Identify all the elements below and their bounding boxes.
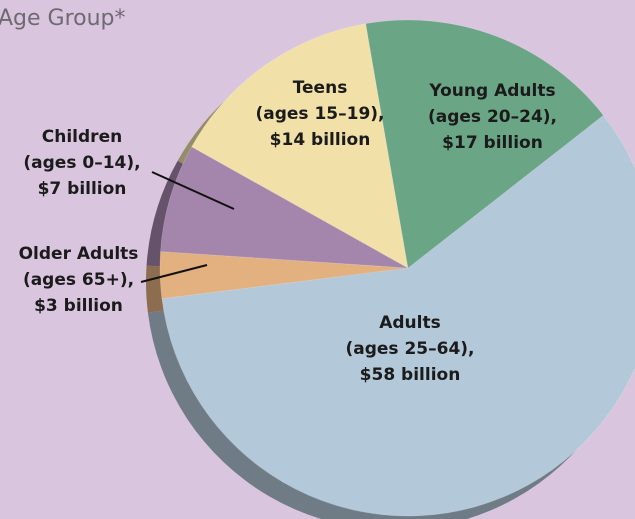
leader-lines (140, 171, 235, 283)
label-older-adults-amount: $3 billion (34, 296, 123, 316)
leader-line-older-adults (140, 264, 208, 283)
label-young-adults: Young Adults (ages 20–24), $17 billion (410, 78, 575, 156)
label-teens-name: Teens (292, 78, 348, 98)
label-teens-range: (ages 15–19), (255, 104, 385, 124)
label-children-amount: $7 billion (37, 179, 127, 199)
label-young-adults-range: (ages 20–24), (427, 107, 558, 127)
slice-adults (161, 114, 635, 517)
label-teens-amount: $14 billion (269, 130, 371, 150)
label-adults-amount: $58 billion (359, 365, 461, 385)
leader-line-children (151, 171, 235, 210)
label-older-adults-range: (ages 65+), (22, 270, 135, 290)
label-children-name: Children (41, 127, 123, 147)
label-older-adults-name: Older Adults (18, 244, 139, 264)
label-teens: Teens (ages 15–19), $14 billion (240, 75, 400, 153)
slice-teens (191, 23, 409, 269)
slice-children (160, 146, 409, 269)
label-older-adults: Older Adults (ages 65+), $3 billion (6, 241, 151, 319)
label-adults: Adults (ages 25–64), $58 billion (330, 310, 490, 388)
label-young-adults-name: Young Adults (429, 81, 556, 101)
label-adults-range: (ages 25–64), (345, 339, 475, 359)
pie-slices (159, 19, 635, 517)
chart-title: Age Group* (0, 6, 126, 31)
slice-older-adults (159, 251, 409, 299)
label-adults-name: Adults (379, 313, 441, 333)
label-young-adults-amount: $17 billion (442, 133, 543, 153)
slice-young-adults (365, 19, 604, 269)
label-children-range: (ages 0–14), (23, 153, 141, 173)
label-children: Children (ages 0–14), $7 billion (8, 124, 156, 202)
